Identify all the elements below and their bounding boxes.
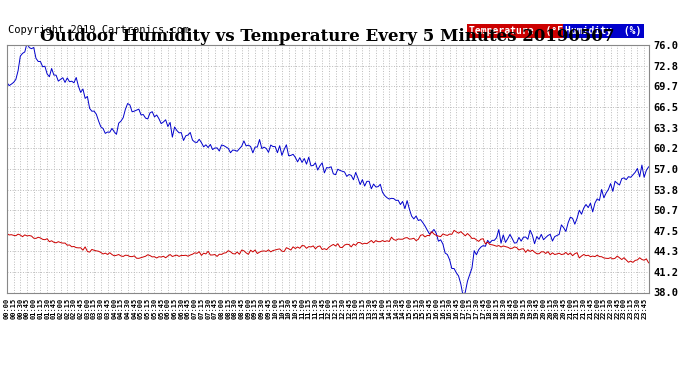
Title: Outdoor Humidity vs Temperature Every 5 Minutes 20190507: Outdoor Humidity vs Temperature Every 5 … [41, 28, 615, 45]
Text: Temperature  (°F): Temperature (°F) [469, 26, 569, 36]
Text: Humidity  (%): Humidity (%) [565, 26, 642, 36]
Text: Copyright 2019 Cartronics.com: Copyright 2019 Cartronics.com [8, 25, 189, 35]
